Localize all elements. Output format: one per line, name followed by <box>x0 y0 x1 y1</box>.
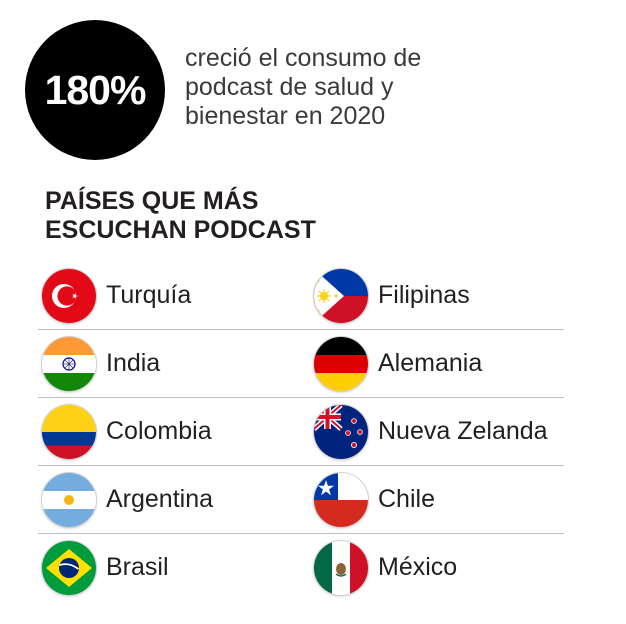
country-name: Nueva Zelanda <box>378 417 548 445</box>
country-row: Turquía Filipinas <box>38 262 564 330</box>
stat-value: 180% <box>44 66 147 113</box>
country-item-mexico: México <box>310 540 564 595</box>
stat-description: creció el consumo de podcast de salud y … <box>185 44 422 130</box>
country-item-brasil: Brasil <box>38 540 310 595</box>
country-name: México <box>378 553 458 581</box>
chile-flag-icon <box>314 472 368 527</box>
country-name: Colombia <box>106 417 212 445</box>
country-item-colombia: Colombia <box>38 404 310 459</box>
country-row: India Alemania <box>38 330 564 398</box>
brazil-flag-icon <box>42 540 96 595</box>
section-title: PAÍSES QUE MÁS ESCUCHAN PODCAST <box>45 187 316 244</box>
argentina-flag-icon <box>42 472 96 527</box>
country-item-chile: Chile <box>310 472 564 527</box>
country-list: Turquía Filipinas India Alemania <box>38 262 564 601</box>
country-name: Alemania <box>378 349 483 377</box>
country-item-alemania: Alemania <box>310 336 564 391</box>
country-item-filipinas: Filipinas <box>310 268 564 323</box>
country-name: Turquía <box>106 281 192 309</box>
country-name: Filipinas <box>378 281 470 309</box>
philippines-flag-icon <box>314 268 368 323</box>
turkey-flag-icon <box>42 268 96 323</box>
country-item-turquia: Turquía <box>38 268 310 323</box>
mexico-flag-icon <box>314 540 368 595</box>
colombia-flag-icon <box>42 404 96 459</box>
country-name: Argentina <box>106 485 214 513</box>
country-item-argentina: Argentina <box>38 472 310 527</box>
country-row: Colombia Nueva Zelanda <box>38 398 564 466</box>
new-zealand-flag-icon <box>314 404 368 459</box>
country-name: India <box>106 349 161 377</box>
country-row: Brasil México <box>38 534 564 601</box>
country-name: Chile <box>378 485 435 513</box>
country-item-india: India <box>38 336 310 391</box>
country-name: Brasil <box>106 553 169 581</box>
india-flag-icon <box>42 336 96 391</box>
stat-circle: 180% <box>25 20 165 160</box>
germany-flag-icon <box>314 336 368 391</box>
country-item-nueva-zelanda: Nueva Zelanda <box>310 404 564 459</box>
country-row: Argentina Chile <box>38 466 564 534</box>
